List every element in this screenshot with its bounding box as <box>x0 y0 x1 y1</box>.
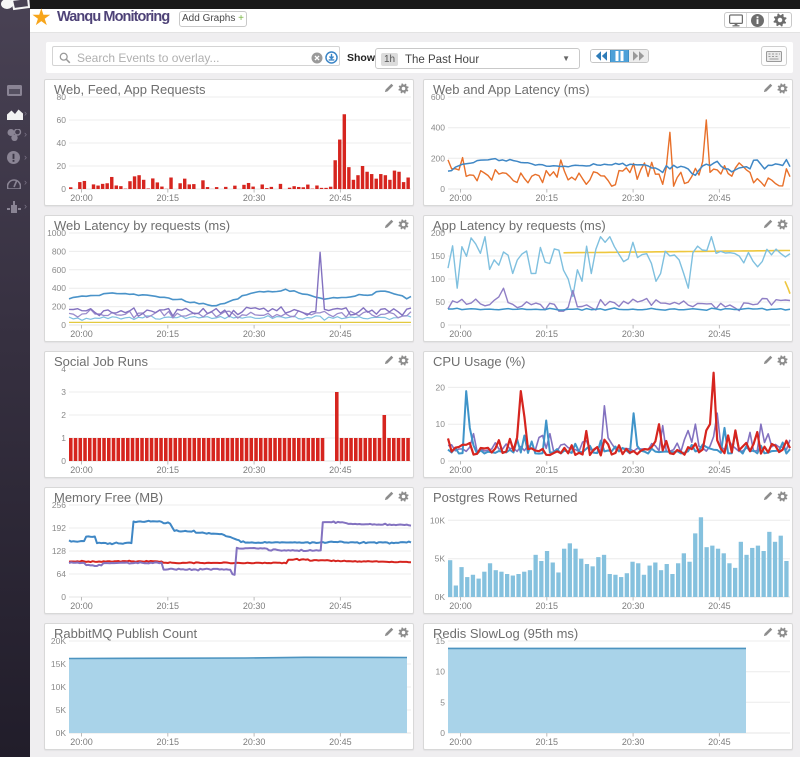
svg-text:20:45: 20:45 <box>329 737 352 747</box>
svg-text:100: 100 <box>431 274 445 284</box>
svg-text:20:30: 20:30 <box>622 601 645 611</box>
svg-text:50: 50 <box>436 297 446 307</box>
svg-text:0: 0 <box>440 456 445 466</box>
svg-text:600: 600 <box>431 92 445 102</box>
svg-text:2: 2 <box>61 410 66 420</box>
svg-text:5: 5 <box>440 697 445 707</box>
svg-text:20:45: 20:45 <box>329 329 352 339</box>
svg-text:20:00: 20:00 <box>70 193 93 203</box>
svg-text:20:00: 20:00 <box>70 737 93 747</box>
svg-text:0: 0 <box>61 592 66 602</box>
svg-text:20:00: 20:00 <box>70 601 93 611</box>
svg-text:20:15: 20:15 <box>157 329 180 339</box>
svg-text:20:00: 20:00 <box>449 737 472 747</box>
svg-text:20:30: 20:30 <box>243 601 266 611</box>
svg-text:400: 400 <box>431 123 445 133</box>
svg-text:5K: 5K <box>56 705 67 715</box>
svg-text:20:45: 20:45 <box>708 601 731 611</box>
svg-text:20:15: 20:15 <box>157 737 180 747</box>
svg-text:20:30: 20:30 <box>622 465 645 475</box>
svg-text:20:00: 20:00 <box>449 329 472 339</box>
svg-text:20:45: 20:45 <box>329 193 352 203</box>
svg-text:20:15: 20:15 <box>536 465 559 475</box>
svg-text:20:15: 20:15 <box>536 737 559 747</box>
svg-text:20:15: 20:15 <box>536 329 559 339</box>
svg-text:0K: 0K <box>435 592 446 602</box>
svg-text:60: 60 <box>57 115 67 125</box>
svg-text:15K: 15K <box>51 659 66 669</box>
svg-text:20:45: 20:45 <box>329 601 352 611</box>
svg-text:20:45: 20:45 <box>708 737 731 747</box>
svg-text:20:45: 20:45 <box>708 193 731 203</box>
svg-text:4: 4 <box>61 364 66 374</box>
svg-text:20:30: 20:30 <box>622 193 645 203</box>
svg-text:20:15: 20:15 <box>157 193 180 203</box>
svg-text:20: 20 <box>436 382 446 392</box>
svg-text:20:15: 20:15 <box>157 601 180 611</box>
svg-text:20:00: 20:00 <box>449 193 472 203</box>
svg-text:20:30: 20:30 <box>622 737 645 747</box>
svg-text:0K: 0K <box>56 728 67 738</box>
svg-text:20:15: 20:15 <box>157 465 180 475</box>
svg-text:3: 3 <box>61 387 66 397</box>
svg-text:20:00: 20:00 <box>449 465 472 475</box>
svg-text:10K: 10K <box>51 682 66 692</box>
svg-text:0: 0 <box>61 456 66 466</box>
svg-text:128: 128 <box>52 546 66 556</box>
svg-text:10K: 10K <box>430 515 445 525</box>
svg-text:800: 800 <box>52 246 66 256</box>
svg-text:20:30: 20:30 <box>243 737 266 747</box>
svg-text:200: 200 <box>431 153 445 163</box>
svg-text:20:45: 20:45 <box>708 465 731 475</box>
svg-text:192: 192 <box>52 523 66 533</box>
svg-text:0: 0 <box>61 320 66 330</box>
svg-text:20:45: 20:45 <box>708 329 731 339</box>
svg-text:20:30: 20:30 <box>243 465 266 475</box>
svg-text:20:15: 20:15 <box>536 193 559 203</box>
svg-text:5K: 5K <box>435 554 446 564</box>
svg-text:80: 80 <box>57 92 67 102</box>
svg-text:15: 15 <box>436 636 446 646</box>
svg-text:40: 40 <box>57 138 67 148</box>
svg-text:20K: 20K <box>51 636 66 646</box>
svg-text:20:30: 20:30 <box>243 329 266 339</box>
svg-text:20:30: 20:30 <box>243 193 266 203</box>
svg-text:1: 1 <box>61 433 66 443</box>
svg-text:20:45: 20:45 <box>329 465 352 475</box>
svg-text:10: 10 <box>436 419 446 429</box>
svg-text:64: 64 <box>57 569 67 579</box>
svg-text:0: 0 <box>440 320 445 330</box>
svg-text:1000: 1000 <box>47 228 66 238</box>
svg-text:0: 0 <box>61 184 66 194</box>
svg-text:200: 200 <box>431 228 445 238</box>
svg-text:256: 256 <box>52 500 66 510</box>
svg-text:200: 200 <box>52 302 66 312</box>
svg-text:20:00: 20:00 <box>70 465 93 475</box>
svg-text:20:00: 20:00 <box>449 601 472 611</box>
svg-text:150: 150 <box>431 251 445 261</box>
svg-text:10: 10 <box>436 667 446 677</box>
svg-text:20: 20 <box>57 161 67 171</box>
svg-text:0: 0 <box>440 184 445 194</box>
svg-text:20:15: 20:15 <box>536 601 559 611</box>
svg-text:20:00: 20:00 <box>70 329 93 339</box>
svg-text:0: 0 <box>440 728 445 738</box>
svg-text:400: 400 <box>52 283 66 293</box>
svg-text:20:30: 20:30 <box>622 329 645 339</box>
svg-text:600: 600 <box>52 265 66 275</box>
